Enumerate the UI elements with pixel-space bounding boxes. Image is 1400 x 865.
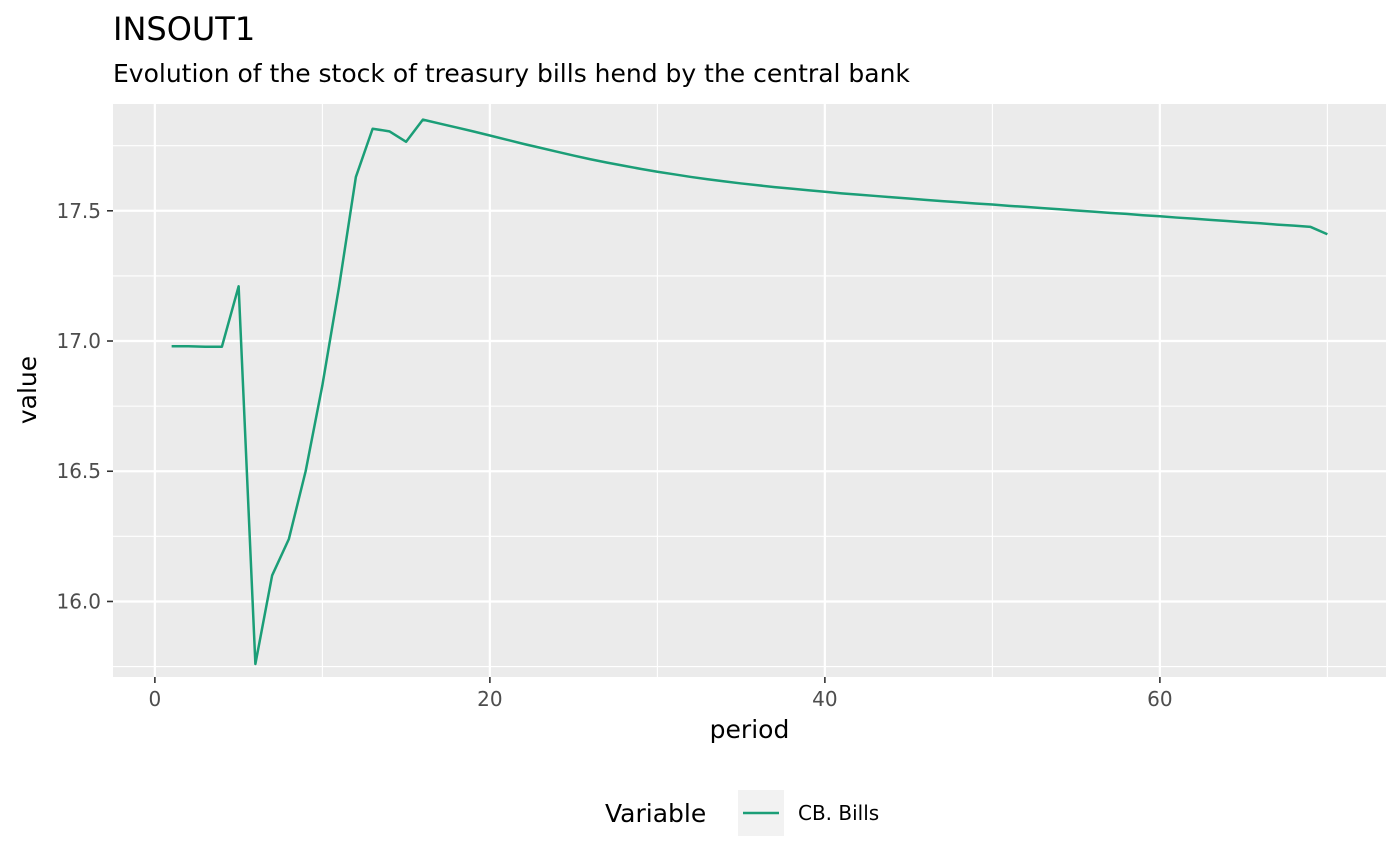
y-tick-labels: 16.0 16.5 17.0 17.5 xyxy=(56,199,101,614)
minor-gridlines xyxy=(113,104,1386,677)
y-tick-label: 16.5 xyxy=(56,459,101,483)
y-tick-label: 17.0 xyxy=(56,329,101,353)
chart-subtitle: Evolution of the stock of treasury bills… xyxy=(113,59,910,88)
x-tick-label: 0 xyxy=(149,687,162,711)
chart-title: INSOUT1 xyxy=(113,10,255,48)
series-line-cb-bills xyxy=(171,118,1328,666)
y-axis-title: value xyxy=(13,356,42,424)
plot-panel xyxy=(113,104,1386,677)
axis-ticks xyxy=(107,209,1161,683)
x-axis-title: period xyxy=(710,715,790,744)
x-tick-label: 40 xyxy=(812,687,837,711)
legend-title: Variable xyxy=(605,799,706,828)
x-tick-labels: 0 20 40 60 xyxy=(149,687,1173,711)
legend-label: CB. Bills xyxy=(798,801,879,825)
y-tick-label: 17.5 xyxy=(56,199,101,223)
x-tick-label: 20 xyxy=(477,687,502,711)
major-gridlines xyxy=(113,104,1386,677)
y-tick-label: 16.0 xyxy=(56,589,101,613)
legend: Variable CB. Bills xyxy=(605,790,879,836)
series-layer xyxy=(171,118,1328,666)
x-tick-label: 60 xyxy=(1147,687,1172,711)
